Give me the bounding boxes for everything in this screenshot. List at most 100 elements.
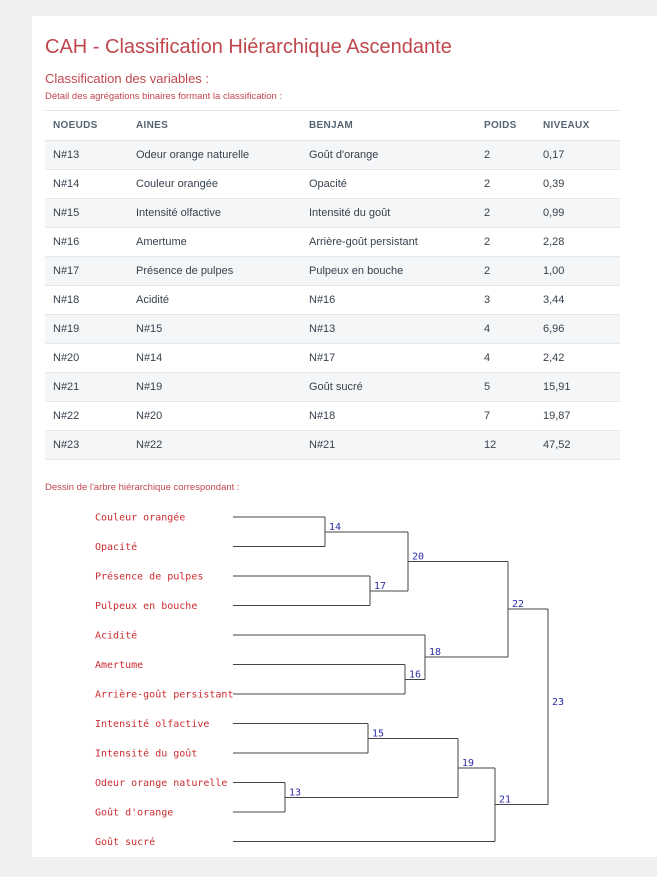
cell-poids: 2 [476,169,535,199]
cell-aine: Couleur orangée [128,169,301,199]
cell-benjam: N#18 [301,401,476,431]
table-row: N#22 N#20 N#18 7 19,87 [45,401,620,431]
cell-noeud: N#16 [45,227,128,257]
cell-poids: 2 [476,198,535,228]
node-number: 18 [429,647,441,658]
cell-benjam: Goût d'orange [301,140,476,170]
page-title: CAH - Classification Hiérarchique Ascend… [45,36,452,58]
col-header-noeuds: NOEUDS [45,110,128,141]
table-row: N#15 Intensité olfactive Intensité du go… [45,198,620,228]
cell-niveau: 2,28 [535,227,620,257]
cell-poids: 4 [476,343,535,373]
cell-noeud: N#14 [45,169,128,199]
aggregation-table: NOEUDS AINES BENJAM POIDS NIVEAUX N#13 O… [45,110,620,460]
cell-niveau: 15,91 [535,372,620,402]
cell-poids: 7 [476,401,535,431]
cell-niveau: 0,17 [535,140,620,170]
table-caption: Détail des agrégations binaires formant … [45,91,283,102]
leaf-label: Acidité [95,630,137,642]
cell-noeud: N#21 [45,372,128,402]
report-card: CAH - Classification Hiérarchique Ascend… [32,16,657,857]
node-number: 15 [372,728,384,739]
cell-niveau: 1,00 [535,256,620,286]
cell-noeud: N#13 [45,140,128,170]
leaf-label: Arrière-goût persistant [95,689,233,701]
node-number: 20 [412,551,424,562]
table-row: N#20 N#14 N#17 4 2,42 [45,343,620,373]
cell-aine: Odeur orange naturelle [128,140,301,170]
col-header-benjam: BENJAM [301,110,476,141]
cell-poids: 3 [476,285,535,315]
cell-niveau: 19,87 [535,401,620,431]
cell-benjam: N#21 [301,430,476,460]
col-header-aines: AINES [128,110,301,141]
cell-poids: 2 [476,140,535,170]
section-title: Classification des variables : [45,71,210,86]
table-row: N#14 Couleur orangée Opacité 2 0,39 [45,169,620,199]
node-number: 13 [289,787,301,798]
cell-niveau: 0,39 [535,169,620,199]
col-header-niveaux: NIVEAUX [535,110,620,141]
cell-noeud: N#20 [45,343,128,373]
cell-noeud: N#19 [45,314,128,344]
cell-poids: 2 [476,227,535,257]
cell-aine: Acidité [128,285,301,315]
table-row: N#17 Présence de pulpes Pulpeux en bouch… [45,256,620,286]
leaf-label: Opacité [95,541,137,553]
cell-noeud: N#17 [45,256,128,286]
leaf-label: Couleur orangée [95,512,185,524]
cell-benjam: N#17 [301,343,476,373]
table-header-row: NOEUDS AINES BENJAM POIDS NIVEAUX [45,110,620,141]
cell-benjam: Intensité du goût [301,198,476,228]
table-row: N#16 Amertume Arrière-goût persistant 2 … [45,227,620,257]
cell-noeud: N#22 [45,401,128,431]
node-number: 17 [374,581,386,592]
cell-niveau: 6,96 [535,314,620,344]
leaf-label: Intensité olfactive [95,718,209,730]
table-row: N#18 Acidité N#16 3 3,44 [45,285,620,315]
cell-niveau: 0,99 [535,198,620,228]
col-header-poids: POIDS [476,110,535,141]
table-row: N#19 N#15 N#13 4 6,96 [45,314,620,344]
cell-aine: Amertume [128,227,301,257]
cell-aine: N#15 [128,314,301,344]
cell-niveau: 47,52 [535,430,620,460]
leaf-label: Odeur orange naturelle [95,778,227,789]
cell-benjam: Arrière-goût persistant [301,227,476,257]
cell-niveau: 2,42 [535,343,620,373]
leaf-label: Pulpeux en bouche [95,601,197,612]
node-number: 14 [329,522,341,533]
leaf-label: Amertume [95,660,143,671]
node-number: 21 [499,795,511,806]
table-row: N#13 Odeur orange naturelle Goût d'orang… [45,140,620,170]
table-row: N#21 N#19 Goût sucré 5 15,91 [45,372,620,402]
cell-aine: Présence de pulpes [128,256,301,286]
cell-benjam: Opacité [301,169,476,199]
leaf-label: Goût sucré [95,836,155,848]
node-number: 22 [512,599,524,610]
cell-poids: 5 [476,372,535,402]
cell-benjam: N#16 [301,285,476,315]
node-number: 16 [409,669,421,680]
cell-poids: 12 [476,430,535,460]
dendrogram: Couleur orangée Opacité Présence de pulpes… [95,512,564,849]
node-number: 19 [462,758,474,769]
cell-niveau: 3,44 [535,285,620,315]
cell-aine: Intensité olfactive [128,198,301,228]
cell-aine: N#14 [128,343,301,373]
leaf-label: Intensité du goût [95,748,197,760]
cell-aine: N#22 [128,430,301,460]
table-row: N#23 N#22 N#21 12 47,52 [45,430,620,460]
cell-noeud: N#23 [45,430,128,460]
cell-benjam: Goût sucré [301,372,476,402]
cell-benjam: N#13 [301,314,476,344]
node-number: 23 [552,697,564,708]
cell-aine: N#20 [128,401,301,431]
cell-aine: N#19 [128,372,301,402]
cell-noeud: N#18 [45,285,128,315]
cell-benjam: Pulpeux en bouche [301,256,476,286]
cell-poids: 4 [476,314,535,344]
leaf-label: Présence de pulpes [95,571,203,583]
cell-poids: 2 [476,256,535,286]
leaf-label: Goût d'orange [95,807,173,819]
